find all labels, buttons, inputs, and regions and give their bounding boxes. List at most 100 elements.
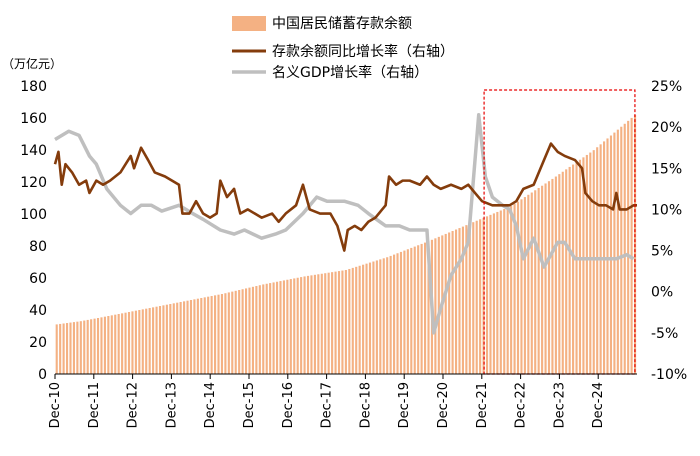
deposit-bar [324, 273, 327, 374]
deposit-bar [300, 277, 303, 374]
deposit-bar [417, 245, 420, 374]
deposit-bar [399, 251, 403, 374]
deposit-bar [365, 263, 368, 374]
deposit-bar [255, 286, 258, 374]
deposit-bar [282, 280, 285, 374]
x-tick-label: Dec-17 [320, 382, 335, 428]
deposit-bar [496, 211, 499, 374]
deposit-bar [516, 201, 520, 374]
deposit-bar [506, 207, 509, 374]
deposit-bar [244, 288, 248, 374]
left-tick-label: 100 [20, 207, 47, 223]
deposit-bar [427, 241, 430, 374]
deposit-bar [475, 220, 478, 374]
x-tick-label: Dec-24 [591, 382, 606, 428]
right-tick-label: 20% [651, 120, 682, 136]
deposit-bar [523, 197, 526, 374]
deposit-bar [90, 319, 93, 374]
y-unit-label: （万亿元） [2, 56, 62, 71]
deposit-bar [510, 206, 513, 374]
deposit-bar [162, 305, 165, 374]
deposit-bar [606, 138, 609, 374]
deposit-bar [310, 275, 313, 374]
deposit-bar [231, 291, 234, 374]
left-tick-label: 80 [29, 239, 47, 255]
deposit-bar [272, 282, 275, 374]
deposit-bar [372, 261, 375, 374]
deposit-bar [238, 290, 241, 374]
deposit-bar [183, 301, 186, 374]
deposit-bar [424, 242, 427, 374]
deposit-bar [114, 314, 117, 374]
deposit-bar [613, 132, 616, 374]
left-tick-label: 140 [20, 143, 47, 159]
deposit-bar [458, 228, 461, 374]
x-tick-label: Dec-13 [164, 382, 179, 428]
deposit-bar [482, 217, 485, 374]
deposit-bar [465, 225, 468, 374]
right-tick-label: 10% [651, 202, 682, 218]
left-tick-label: 20 [29, 335, 47, 351]
deposit-bar [513, 203, 516, 374]
right-tick-label: -5% [651, 326, 678, 342]
deposit-bar [630, 117, 633, 375]
deposit-bar [616, 129, 619, 374]
deposit-bar [351, 267, 354, 374]
deposit-bar [448, 232, 451, 374]
deposit-bar [155, 306, 158, 374]
deposit-bar [86, 319, 89, 374]
left-tick-label: 40 [29, 303, 47, 319]
deposit-bar [248, 287, 251, 374]
deposit-bar [220, 294, 224, 374]
deposit-bar [461, 226, 464, 374]
deposit-bar [214, 295, 217, 374]
x-tick-label: Dec-18 [358, 382, 373, 428]
x-tick-label: Dec-12 [126, 382, 141, 428]
deposit-bar [358, 265, 361, 374]
deposit-bar [627, 120, 630, 374]
deposit-bar [275, 281, 279, 374]
right-tick-label: 5% [651, 244, 673, 260]
deposit-bar [468, 223, 471, 374]
deposit-bar [451, 231, 454, 374]
deposit-bar [296, 277, 299, 374]
deposit-bar [547, 181, 551, 374]
legend-label: 名义GDP增长率（右轴） [272, 64, 428, 81]
deposit-bar [389, 255, 392, 374]
deposit-bar [107, 316, 110, 374]
x-tick-label: Dec-11 [87, 382, 102, 428]
left-tick-label: 160 [20, 111, 47, 127]
deposit-bar [313, 274, 316, 374]
deposit-bar [558, 174, 561, 374]
deposit-bar [258, 285, 261, 374]
deposit-bar [413, 246, 416, 374]
deposit-bar [437, 236, 440, 374]
deposit-bar [83, 320, 86, 374]
deposit-bar [565, 169, 568, 374]
deposit-bar [207, 296, 210, 374]
deposit-bar [348, 268, 351, 374]
deposit-bar [537, 187, 540, 374]
deposit-bar [355, 266, 358, 374]
deposit-bar [327, 272, 330, 374]
right-tick-label: -10% [651, 367, 687, 383]
deposit-bar [124, 312, 127, 374]
deposit-bar [217, 294, 220, 374]
deposit-bar [575, 162, 578, 374]
deposit-bar [148, 308, 151, 374]
deposit-bar [572, 164, 575, 374]
deposit-bar [317, 274, 320, 374]
legend-swatch-bar [232, 16, 266, 31]
deposit-bar [110, 315, 113, 374]
deposit-bar [200, 298, 203, 374]
deposit-bar [134, 310, 137, 374]
deposit-bar [420, 243, 423, 374]
deposit-bar [472, 222, 475, 374]
deposit-bar [279, 281, 282, 374]
deposit-bar [368, 262, 372, 374]
x-tick-label: Dec-16 [281, 382, 296, 428]
x-tick-label: Dec-19 [397, 382, 412, 428]
deposit-bar [286, 279, 289, 374]
deposit-bar [596, 147, 599, 374]
